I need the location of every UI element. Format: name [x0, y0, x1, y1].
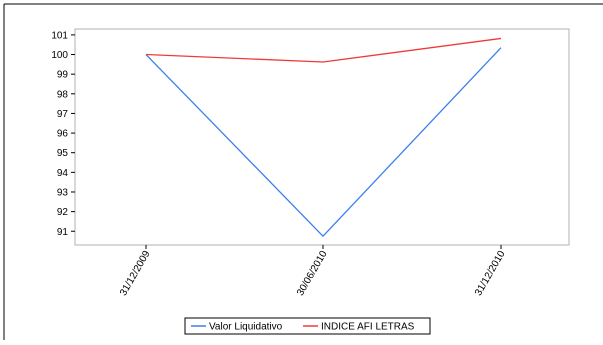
y-tick-label: 91	[57, 227, 69, 238]
y-tick-label: 98	[57, 89, 69, 100]
series-lines	[145, 37, 502, 238]
y-tick-label: 95	[57, 148, 69, 159]
series-line-indice-afi-letras	[145, 37, 502, 63]
y-tick-label: 100	[51, 50, 68, 61]
x-tick-label: 30/06/2010	[295, 249, 330, 298]
series-line-valor-liquidativo	[145, 47, 502, 238]
legend-label-indice-afi-letras: INDICE AFI LETRAS	[321, 322, 415, 333]
y-tick-label: 92	[57, 207, 69, 218]
y-tick-label: 99	[57, 70, 69, 81]
y-tick-label: 96	[57, 129, 69, 140]
y-tick-label: 101	[51, 30, 68, 41]
legend: Valor Liquidativo INDICE AFI LETRAS	[184, 317, 431, 335]
x-tick-label: 31/12/2009	[118, 249, 153, 298]
y-tick-label: 94	[57, 168, 69, 179]
x-tick-label: 31/12/2010	[473, 249, 508, 298]
y-tick-label: 97	[57, 109, 69, 120]
plot-area	[74, 28, 570, 246]
y-axis-ticks: 91 92 93 94 95 96 97 98 99 100 101	[51, 30, 75, 238]
x-axis-ticks: 31/12/2009 30/06/2010 31/12/2010	[118, 245, 508, 298]
y-tick-label: 93	[57, 187, 69, 198]
legend-label-valor-liquidativo: Valor Liquidativo	[209, 322, 283, 333]
